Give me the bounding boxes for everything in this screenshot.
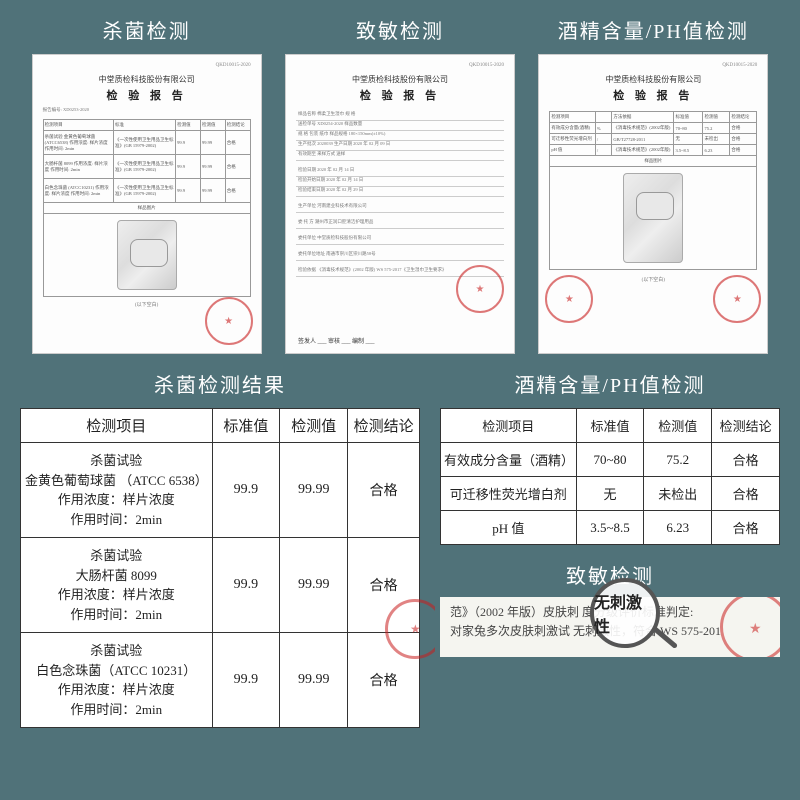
doc-heading: 检 验 报 告: [296, 87, 504, 103]
report-title-2: 致敏检测: [356, 15, 444, 44]
th-std: 标准值: [212, 409, 280, 443]
report-col-2: 致敏检测 QKD10015-2020 中堂质检科技股份有限公司 检 验 报 告 …: [280, 15, 520, 354]
stamp-icon: [385, 599, 435, 659]
stamp-icon: [713, 275, 761, 323]
stamp-icon: [720, 597, 780, 657]
doc-code: QKD10015-2020: [43, 63, 251, 68]
table-cell: 杀菌试验 大肠杆菌 8099 作用浓度：样片浓度 作用时间：2min: [21, 538, 213, 633]
doc1-table: 检测项目标准检测值检测值检测结论 杀菌试验 金黄色葡萄球菌 (ATCC6538)…: [43, 119, 251, 297]
product-image: [117, 220, 177, 290]
th-val: 检测值: [280, 409, 348, 443]
report-title-1: 杀菌检测: [103, 15, 191, 44]
doc-code: QKD10015-2020: [549, 63, 757, 68]
results-row: 杀菌检测结果 检测项目 标准值 检测值 检测结论 杀菌试验 金黄色葡萄球菌 （A…: [0, 369, 800, 728]
doc-heading: 检 验 报 告: [549, 87, 757, 103]
magnified-text: 无刺激性: [594, 589, 656, 637]
doc-company: 中堂质检科技股份有限公司: [549, 74, 757, 85]
doc-ref: 报告编号: XD0253-2020: [43, 107, 251, 113]
stamp-icon: [456, 265, 504, 313]
stamp-icon: [545, 275, 593, 323]
report-title-3: 酒精含量/PH值检测: [558, 15, 749, 44]
doc2-lines: 样品名称 棉柔卫生湿巾 规 格 送检单号 XD0254-2020 样品数量 规 …: [296, 111, 504, 277]
magnifier-icon: 无刺激性: [590, 578, 660, 648]
table-cell: 杀菌试验 白色念珠菌（ATCC 10231） 作用浓度：样片浓度 作用时间：2m…: [21, 633, 213, 728]
report-doc-2: QKD10015-2020 中堂质检科技股份有限公司 检 验 报 告 样品名称 …: [285, 54, 515, 354]
table-cell: 杀菌试验 金黄色葡萄球菌 （ATCC 6538） 作用浓度：样片浓度 作用时间：…: [21, 443, 213, 538]
reports-row: 杀菌检测 QKD10015-2020 中堂质检科技股份有限公司 检 验 报 告 …: [0, 0, 800, 364]
doc3-table: 检测项目方法依据标准值检测值检测结论 有效成分含量(酒精)%《消毒技术规范》(2…: [549, 111, 757, 270]
stamp-icon: [205, 297, 253, 345]
report-doc-1: QKD10015-2020 中堂质检科技股份有限公司 检 验 报 告 报告编号:…: [32, 54, 262, 354]
doc-code: QKD10015-2020: [296, 63, 504, 68]
left-result-title: 杀菌检测结果: [154, 369, 286, 398]
th-item: 检测项目: [21, 409, 213, 443]
doc-company: 中堂质检科技股份有限公司: [296, 74, 504, 85]
right-result-block: 酒精含量/PH值检测 检测项目 标准值 检测值 检测结论 有效成分含量（酒精） …: [440, 369, 780, 728]
report-col-3: 酒精含量/PH值检测 QKD10015-2020 中堂质检科技股份有限公司 检 …: [533, 15, 773, 354]
left-result-table: 检测项目 标准值 检测值 检测结论 杀菌试验 金黄色葡萄球菌 （ATCC 653…: [20, 408, 420, 728]
sensitivity-block: 致敏检测 范》（2002 年版）皮肤刺 度分级评价标准判定: 对家兔多次皮肤刺激…: [440, 560, 780, 657]
report-col-1: 杀菌检测 QKD10015-2020 中堂质检科技股份有限公司 检 验 报 告 …: [27, 15, 267, 354]
product-image: [623, 173, 683, 263]
doc-company: 中堂质检科技股份有限公司: [43, 74, 251, 85]
right-result-table: 检测项目 标准值 检测值 检测结论 有效成分含量（酒精） 70~80 75.2 …: [440, 408, 780, 545]
doc-heading: 检 验 报 告: [43, 87, 251, 103]
th-res: 检测结论: [348, 409, 420, 443]
left-result-block: 杀菌检测结果 检测项目 标准值 检测值 检测结论 杀菌试验 金黄色葡萄球菌 （A…: [20, 369, 420, 728]
right-result-title: 酒精含量/PH值检测: [514, 369, 705, 398]
report-doc-3: QKD10015-2020 中堂质检科技股份有限公司 检 验 报 告 检测项目方…: [538, 54, 768, 354]
